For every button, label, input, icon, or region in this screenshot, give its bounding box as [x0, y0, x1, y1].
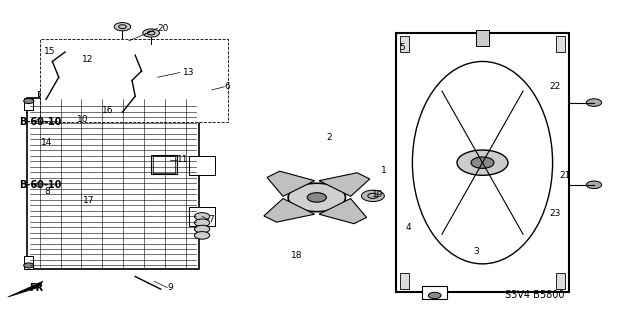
Text: 3: 3 [473, 247, 479, 256]
Circle shape [428, 292, 441, 299]
Text: B-60-10: B-60-10 [19, 116, 61, 127]
Text: 10: 10 [77, 115, 88, 124]
Circle shape [126, 48, 141, 56]
Bar [129, 96, 143, 101]
Circle shape [114, 23, 131, 31]
Bar [24, 98, 33, 110]
Bar [27, 98, 199, 269]
Bar [38, 91, 54, 96]
Text: 8: 8 [45, 187, 51, 196]
Circle shape [307, 193, 326, 202]
Polygon shape [319, 173, 370, 196]
Circle shape [24, 99, 34, 104]
Text: 9: 9 [167, 283, 173, 292]
Bar [396, 33, 568, 292]
Circle shape [195, 213, 210, 220]
Text: 1: 1 [381, 166, 387, 175]
Circle shape [471, 157, 494, 168]
Circle shape [457, 150, 508, 175]
Polygon shape [264, 198, 315, 222]
Bar [24, 256, 33, 269]
Polygon shape [267, 171, 315, 196]
Text: 2: 2 [326, 133, 332, 142]
Text: B-60-10: B-60-10 [19, 180, 61, 190]
Circle shape [24, 263, 34, 268]
Text: 12: 12 [83, 56, 93, 64]
Text: 7: 7 [209, 215, 214, 224]
Text: 5: 5 [399, 43, 405, 52]
Text: 6: 6 [225, 82, 230, 91]
Text: 14: 14 [41, 137, 52, 147]
Circle shape [362, 190, 385, 202]
Text: S3V4 B5800: S3V4 B5800 [505, 291, 564, 300]
Text: 15: 15 [44, 48, 56, 56]
Circle shape [56, 42, 72, 49]
Bar [153, 156, 175, 173]
Circle shape [586, 181, 602, 189]
Polygon shape [319, 198, 367, 224]
Circle shape [195, 219, 210, 226]
Bar [422, 286, 447, 299]
Bar [556, 36, 565, 52]
Text: 16: 16 [102, 106, 113, 115]
Circle shape [288, 183, 346, 212]
Text: 11: 11 [177, 155, 188, 164]
Text: 20: 20 [157, 24, 169, 33]
Text: 19: 19 [372, 190, 384, 199]
Bar [189, 207, 215, 226]
Circle shape [143, 29, 159, 37]
Bar [40, 39, 228, 122]
Bar [399, 36, 409, 52]
Bar [399, 273, 409, 289]
Circle shape [195, 225, 210, 233]
Circle shape [586, 99, 602, 106]
Polygon shape [8, 281, 43, 297]
Bar [556, 273, 565, 289]
Bar [476, 30, 489, 46]
Text: 13: 13 [183, 68, 195, 77]
Text: 23: 23 [549, 209, 561, 218]
Bar [151, 155, 177, 174]
Bar [189, 156, 215, 175]
Text: 22: 22 [549, 82, 561, 91]
Circle shape [195, 232, 210, 239]
Text: FR: FR [29, 283, 44, 293]
Text: 4: 4 [406, 223, 412, 232]
Text: 18: 18 [291, 251, 303, 260]
Text: 21: 21 [559, 171, 570, 180]
Text: 17: 17 [83, 196, 95, 205]
